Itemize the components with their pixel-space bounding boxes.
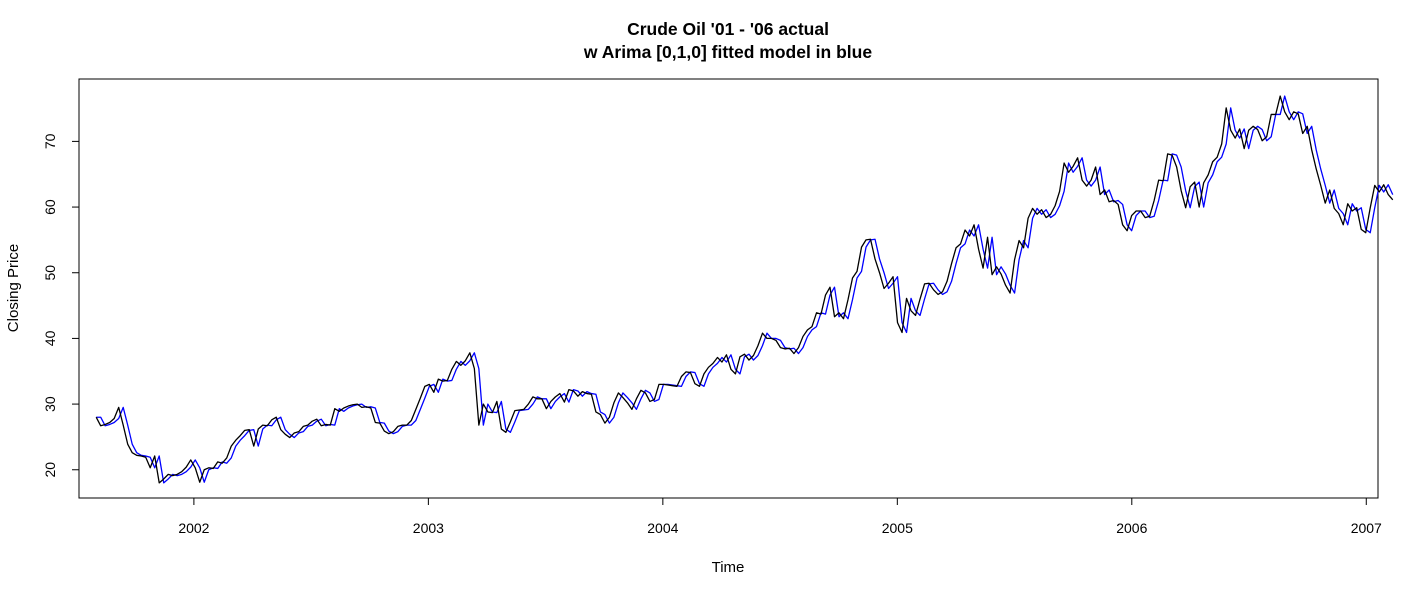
x-axis-label: Time xyxy=(712,559,745,576)
series-group xyxy=(95,95,1394,484)
series-line-actual xyxy=(95,95,1394,484)
y-tick-label: 70 xyxy=(42,133,58,149)
chart-subtitle: w Arima [0,1,0] fitted model in blue xyxy=(583,42,872,62)
y-tick-label: 60 xyxy=(42,199,58,215)
x-tick-label: 2002 xyxy=(178,520,209,536)
x-axis: 2002 2003 2004 2005 2006 2007 xyxy=(178,497,1382,536)
x-tick-label: 2005 xyxy=(882,520,913,536)
y-axis: 20 30 40 50 60 70 xyxy=(42,133,80,478)
y-tick-label: 50 xyxy=(42,265,58,281)
y-tick-label: 40 xyxy=(42,330,58,346)
x-tick-label: 2003 xyxy=(413,520,444,536)
chart-title: Crude Oil '01 - '06 actual xyxy=(627,19,829,39)
series-line-fitted xyxy=(96,95,1394,484)
y-tick-label: 20 xyxy=(42,462,58,478)
x-tick-label: 2006 xyxy=(1116,520,1147,536)
y-tick-label: 30 xyxy=(42,396,58,412)
plot-frame xyxy=(78,78,1379,499)
y-axis-label: Closing Price xyxy=(5,244,22,332)
x-tick-label: 2004 xyxy=(647,520,678,536)
x-tick-label: 2007 xyxy=(1351,520,1382,536)
